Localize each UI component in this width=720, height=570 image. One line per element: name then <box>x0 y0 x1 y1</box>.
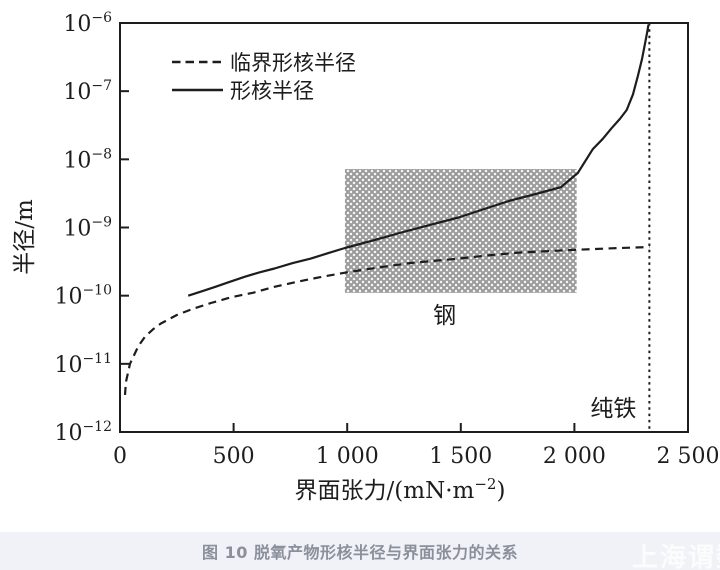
legend-label: 形核半径 <box>230 79 314 103</box>
x-tick-label: 500 <box>213 444 255 469</box>
y-tick-label: 10−10 <box>54 283 112 310</box>
x-tick-label: 2 500 <box>657 444 720 469</box>
pure-iron-label: 纯铁 <box>590 396 636 422</box>
caption-band: 图 10 脱氧产物形核半径与界面张力的关系 <box>0 532 720 570</box>
x-tick-label: 1 000 <box>316 444 379 469</box>
figure-caption: 图 10 脱氧产物形核半径与界面张力的关系 <box>202 543 518 562</box>
y-tick-label: 10−11 <box>54 351 112 378</box>
y-tick-label: 10−8 <box>63 146 112 173</box>
steel-region <box>344 169 577 293</box>
y-axis-title: 半径/m <box>12 199 38 275</box>
y-tick-label: 10−9 <box>63 215 112 242</box>
critical-radius-curve <box>123 246 650 395</box>
y-tick-label: 10−6 <box>63 10 112 37</box>
x-tick-label: 2 000 <box>543 444 606 469</box>
legend-label: 临界形核半径 <box>230 51 356 75</box>
x-axis-title: 界面张力/(mN·m−2) <box>295 475 506 504</box>
y-tick-label: 10−7 <box>63 78 112 105</box>
watermark: 上海谓数 <box>632 543 720 570</box>
steel-label: 钢 <box>433 303 456 329</box>
nucleation-radius-curve <box>187 24 650 297</box>
x-tick-label: 0 <box>113 444 127 469</box>
nucleation-radius-chart: 0 500 1 000 1 500 2 000 2 500 10−6 10−7 10−8 10−9… <box>12 10 720 504</box>
x-tick-label: 1 500 <box>429 444 492 469</box>
y-tick-label: 10−12 <box>54 419 112 446</box>
